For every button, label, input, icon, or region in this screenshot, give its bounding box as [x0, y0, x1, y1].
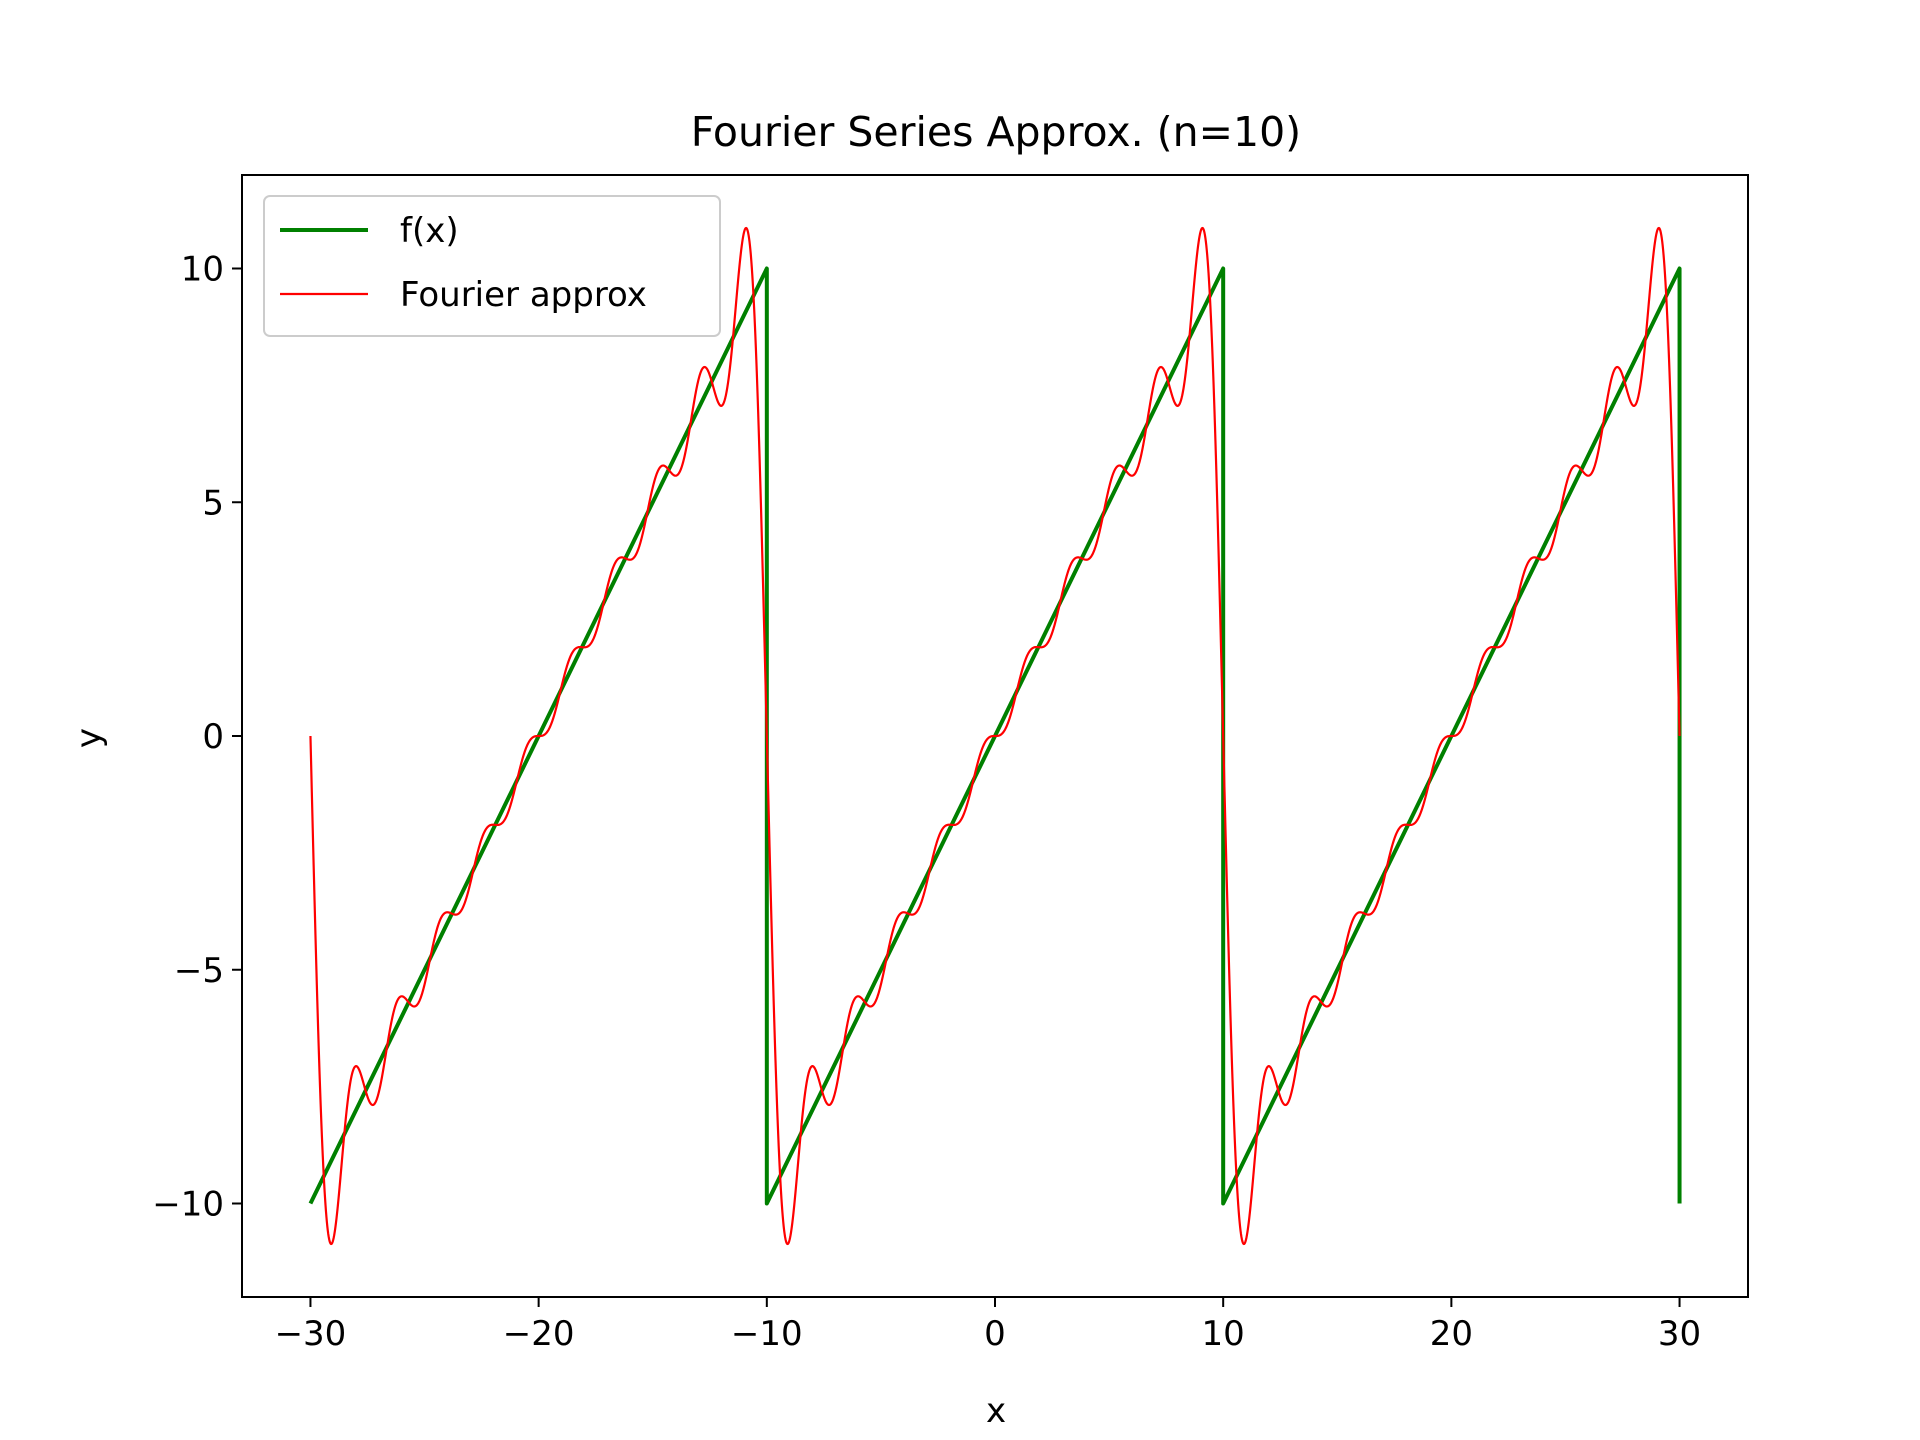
y-tick-label: −5: [174, 951, 224, 991]
chart-title: Fourier Series Approx. (n=10): [691, 108, 1301, 156]
legend-label: Fourier approx: [400, 275, 647, 315]
y-tick-label: 0: [202, 717, 224, 757]
x-tick-label: −10: [731, 1314, 803, 1354]
y-axis-label: y: [69, 728, 109, 748]
x-tick-label: −30: [275, 1314, 347, 1354]
series-lines: [308, 226, 1682, 1246]
x-tick-label: 0: [984, 1314, 1006, 1354]
y-tick-label: 10: [181, 250, 224, 290]
legend: f(x) Fourier approx: [263, 195, 721, 337]
x-tick-label: −20: [503, 1314, 575, 1354]
y-tick-label: 5: [202, 483, 224, 523]
legend-box: [263, 195, 721, 337]
series-line-fourier-approx: [309, 226, 1681, 1246]
x-axis-label: x: [986, 1391, 1006, 1431]
axes: −30 −20 −10 0 10 20 30 −10 −5 0 5 10: [152, 174, 1749, 1354]
plot-area: [308, 226, 1682, 1246]
x-tick-label: 10: [1202, 1314, 1245, 1354]
legend-label: f(x): [400, 211, 459, 251]
y-tick-label: −10: [152, 1185, 224, 1225]
x-tick-label: 20: [1430, 1314, 1473, 1354]
x-tick-label: 30: [1658, 1314, 1701, 1354]
series-line-fx: [308, 266, 1682, 1206]
